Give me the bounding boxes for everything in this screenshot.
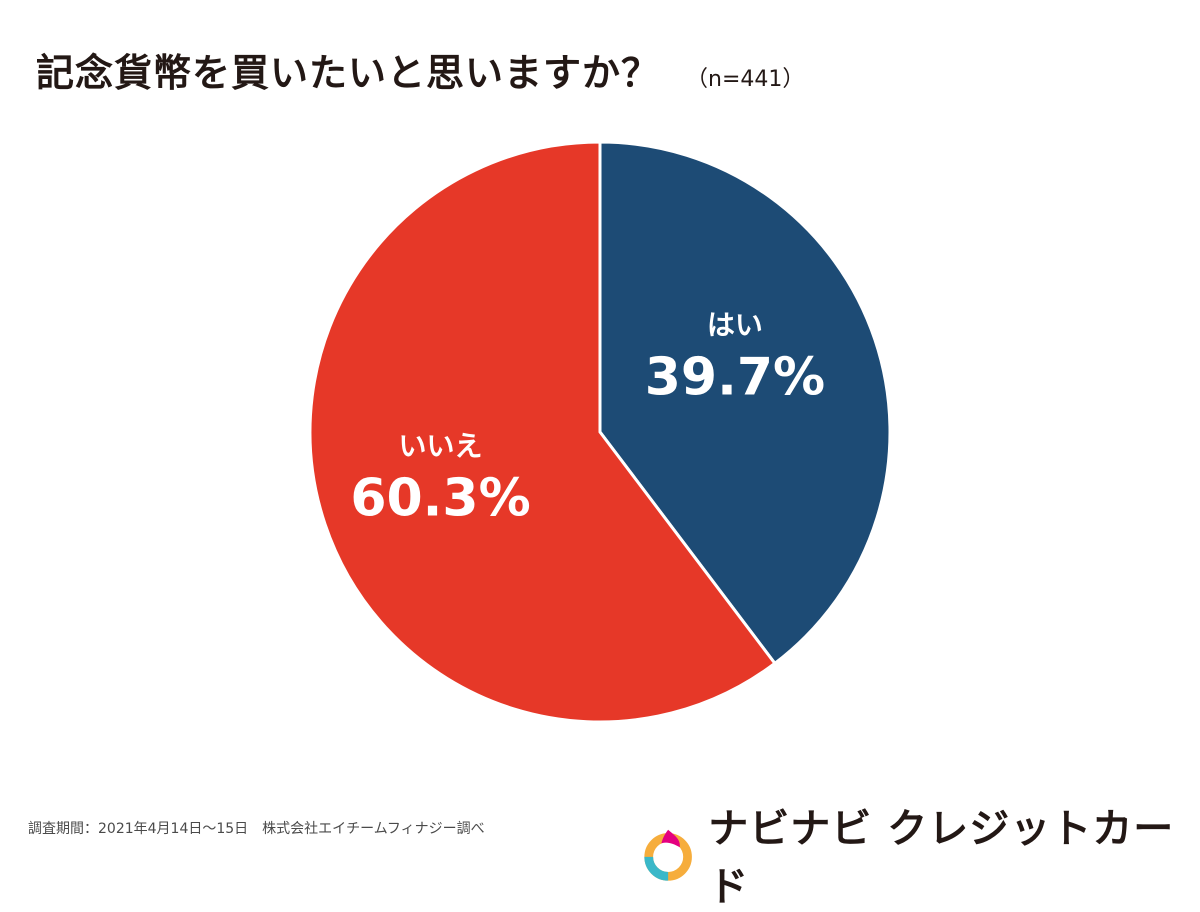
pie-slice-0 (598, 140, 892, 666)
brand-logo-icon (644, 829, 692, 881)
slice-value-label-1: 60.3% (350, 468, 530, 528)
chart-title-row: 記念貨幣を買いたいと思いますか？ （n=441） (36, 42, 804, 97)
survey-note: 調査期間：2021年4月14日〜15日 株式会社エイチームフィナジー調べ (28, 821, 485, 837)
slice-value-label-0: 39.7% (645, 348, 825, 408)
brand-name: ナビナビ クレジットカード (708, 806, 1175, 910)
chart-title: 記念貨幣を買いたいと思いますか？ (36, 51, 661, 95)
brand: ナビナビ クレジットカード (640, 796, 1200, 912)
sample-size: （n=441） (686, 67, 805, 92)
pie-slice-1 (308, 140, 777, 724)
slice-category-label-1: いいえ (399, 429, 483, 462)
slice-category-label-0: はい (707, 309, 763, 342)
